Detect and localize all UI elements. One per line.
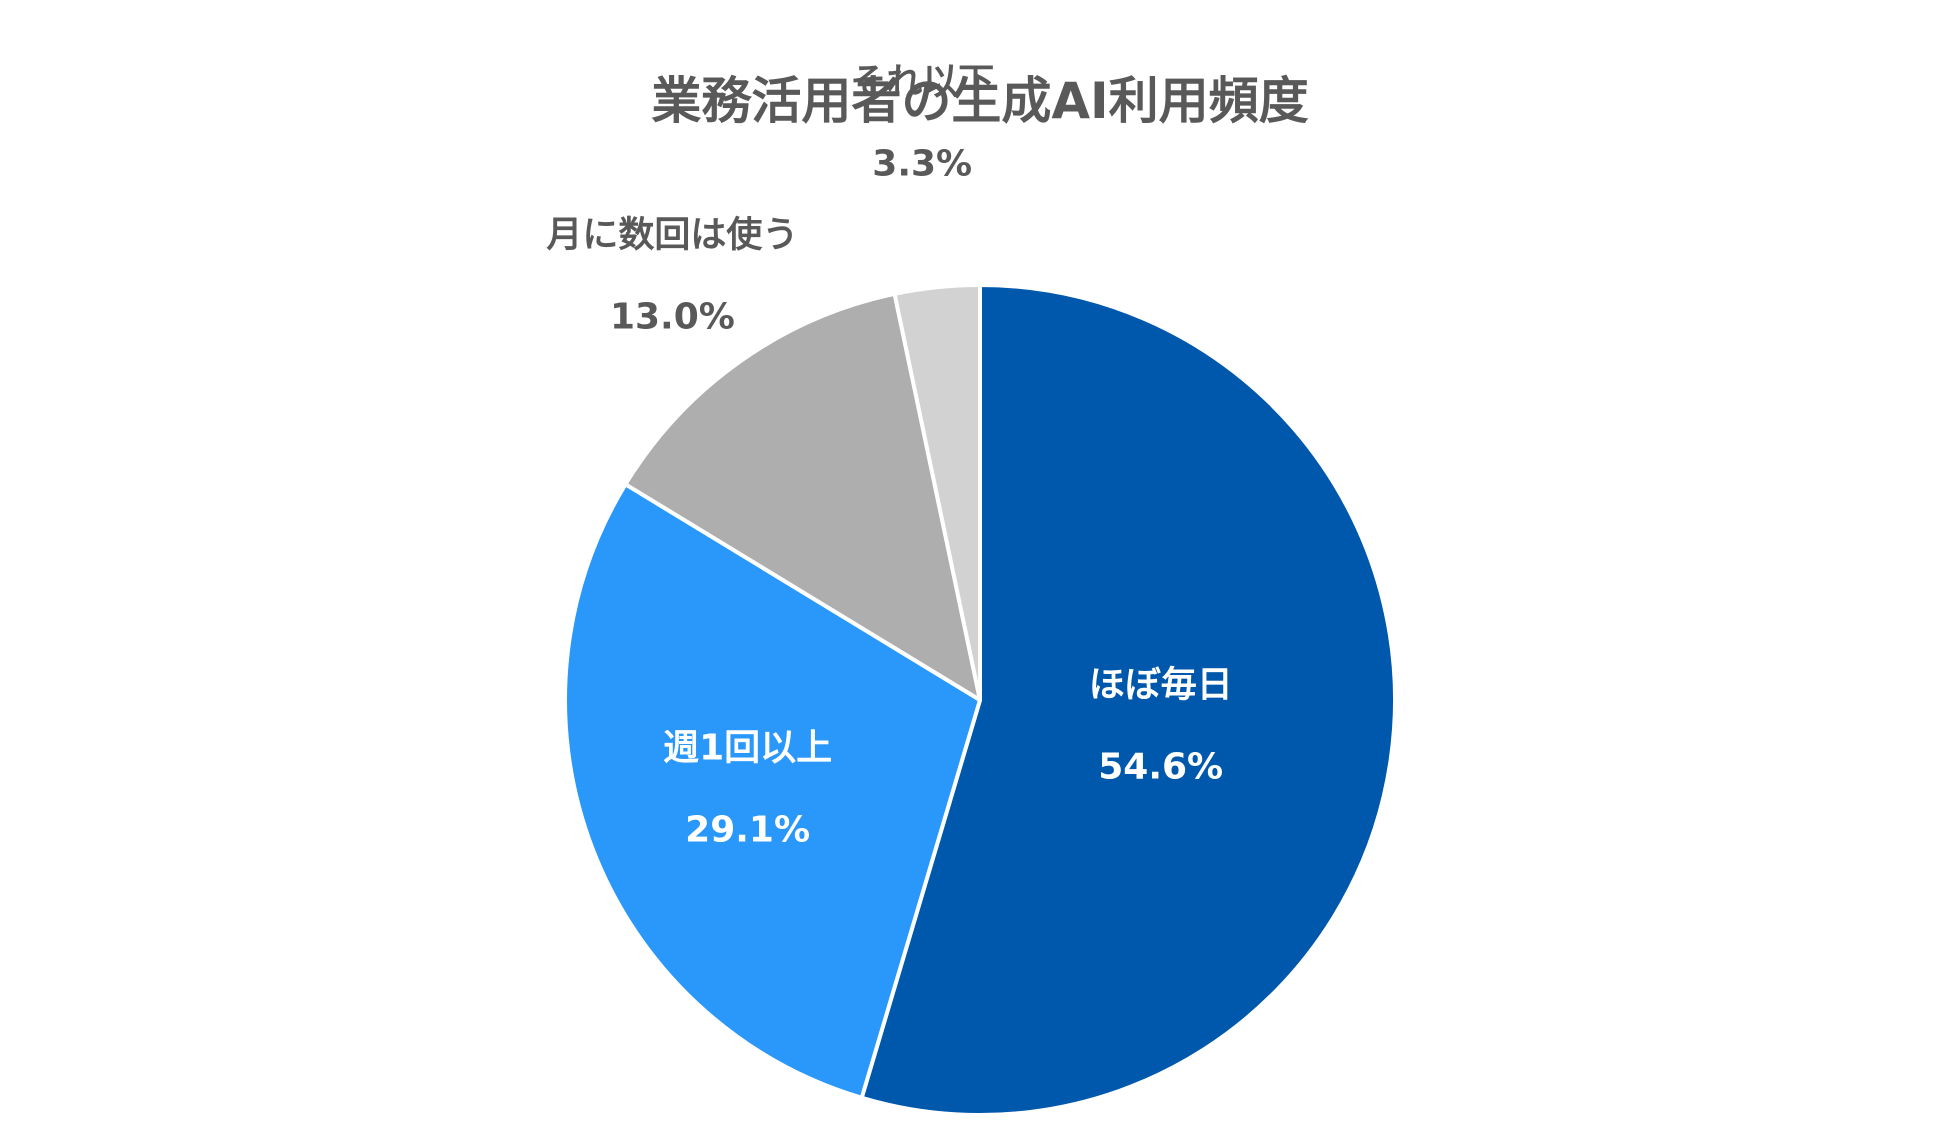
chart-title: 業務活用者の生成AI利用頻度 xyxy=(651,72,1308,130)
slice-category-label-1: ほぼ毎日 xyxy=(1089,664,1233,705)
slice-category-label-2: 週1回以上 xyxy=(663,728,832,769)
slice-value-label-4: 3.3% xyxy=(872,143,972,184)
slice-value-label-2: 29.1% xyxy=(685,810,810,851)
slice-labels: ほぼ毎日 54.6% 週1回以上 29.1% 月に数回は使う 13.0% それ以下 3.3% xyxy=(546,61,1232,850)
slice-value-label-3: 13.0% xyxy=(610,297,735,338)
pie-slice-1 xyxy=(859,283,1397,1117)
slice-value-label-1: 54.6% xyxy=(1098,746,1223,787)
pie-slice-4 xyxy=(892,283,982,702)
pie-slices xyxy=(563,283,1397,1117)
slice-category-label-4: それ以下 xyxy=(850,61,994,102)
slice-category-label-3: 月に数回は使う xyxy=(546,215,798,256)
pie-slice-3 xyxy=(623,291,982,702)
